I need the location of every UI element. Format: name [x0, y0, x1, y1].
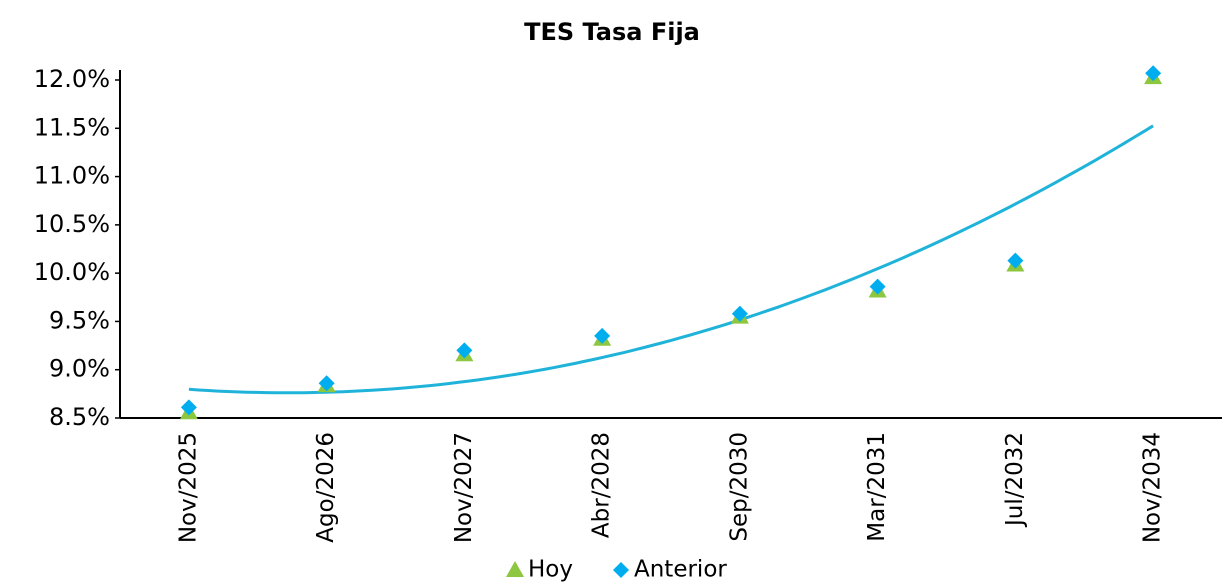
y-tick-label: 9.5%: [49, 306, 110, 334]
y-tick-label: 11.5%: [34, 113, 110, 141]
chart-title: TES Tasa Fija: [524, 18, 700, 46]
x-tick-label: Nov/2027: [451, 432, 477, 543]
marker-diamond: [594, 327, 611, 344]
marker-diamond: [1145, 65, 1162, 82]
y-tick-label: 11.0%: [34, 162, 110, 190]
trendline: [188, 124, 1154, 395]
y-tick-label: 10.0%: [34, 258, 110, 286]
marker-diamond: [1007, 252, 1024, 269]
marker-diamond: [180, 399, 197, 416]
marker-diamond: [318, 375, 335, 392]
y-tick-label: 8.5%: [49, 403, 110, 431]
legend-label: Anterior: [634, 557, 727, 583]
legend-label: Hoy: [528, 557, 573, 583]
y-tick-label: 10.5%: [34, 210, 110, 238]
x-tick-label: Ago/2026: [313, 432, 339, 543]
x-tick-label: Sep/2030: [726, 432, 752, 542]
x-tick-label: Nov/2025: [175, 432, 201, 543]
x-tick-label: Jul/2032: [1002, 432, 1028, 528]
x-tick-label: Mar/2031: [864, 432, 890, 542]
marker-diamond: [869, 278, 886, 295]
legend-marker: [613, 562, 629, 578]
y-tick-label: 9.0%: [49, 355, 110, 383]
x-tick-label: Nov/2034: [1140, 432, 1166, 543]
x-tick-label: Abr/2028: [589, 432, 615, 538]
marker-diamond: [456, 342, 473, 359]
legend-marker: [506, 561, 524, 577]
marker-diamond: [731, 305, 748, 322]
y-tick-label: 12.0%: [34, 65, 110, 93]
